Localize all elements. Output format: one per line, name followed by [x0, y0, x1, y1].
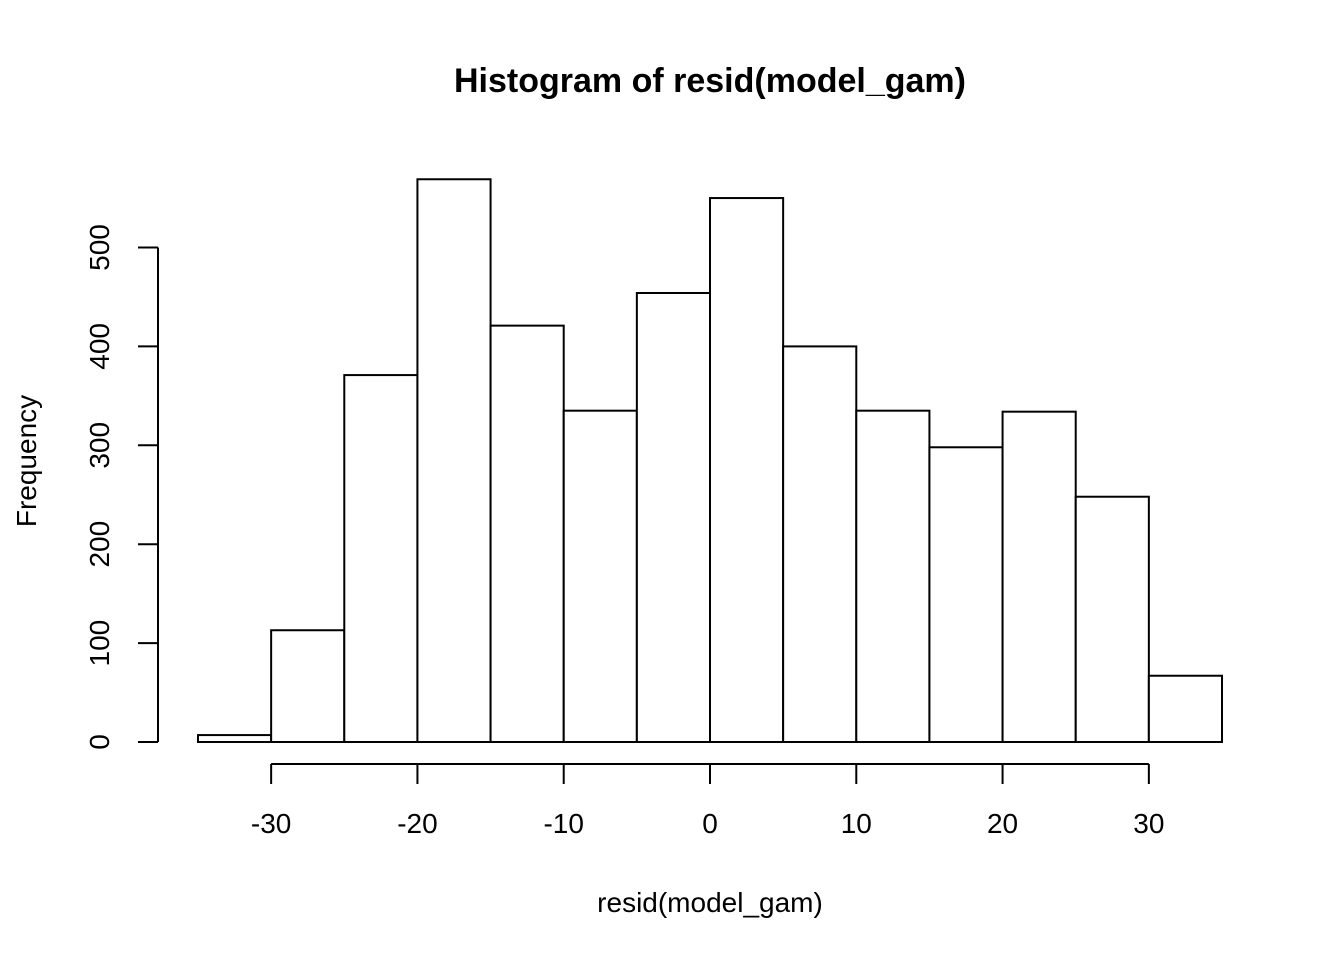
x-axis-label: resid(model_gam)	[597, 887, 823, 918]
histogram-bar	[709, 197, 785, 744]
histogram-bar	[1001, 410, 1077, 743]
y-tick-label: 500	[84, 224, 115, 271]
chart-title: Histogram of resid(model_gam)	[454, 62, 966, 100]
histogram-bar	[635, 291, 711, 743]
y-tick-label: 0	[84, 734, 115, 750]
y-axis: 0 100 200 300 400 500	[84, 224, 159, 750]
histogram-bar	[1147, 674, 1224, 743]
x-tick-label: 0	[702, 808, 718, 839]
y-tick-label: 200	[84, 521, 115, 568]
histogram-bar	[1074, 495, 1150, 743]
x-tick-label: 20	[987, 808, 1018, 839]
y-axis-label: Frequency	[11, 395, 42, 527]
x-axis: -30 -20 -10 0 10 20 30	[251, 763, 1164, 839]
histogram-bar	[928, 446, 1004, 743]
histogram-bar	[562, 409, 638, 743]
x-tick-label: -20	[397, 808, 437, 839]
histogram-bar	[855, 409, 931, 743]
histogram-bar	[197, 734, 273, 744]
x-tick-label: 10	[841, 808, 872, 839]
x-tick-label: -10	[543, 808, 583, 839]
y-tick-label: 300	[84, 422, 115, 469]
bars-layer	[197, 178, 1224, 744]
y-tick-label: 100	[84, 620, 115, 667]
histogram-bar	[489, 324, 565, 743]
histogram-bar	[416, 178, 492, 744]
x-tick-label: -30	[251, 808, 291, 839]
histogram-bar	[343, 374, 419, 743]
histogram-bar	[270, 629, 346, 743]
y-tick-label: 400	[84, 323, 115, 370]
x-tick-label: 30	[1133, 808, 1164, 839]
histogram-bar	[782, 345, 858, 743]
